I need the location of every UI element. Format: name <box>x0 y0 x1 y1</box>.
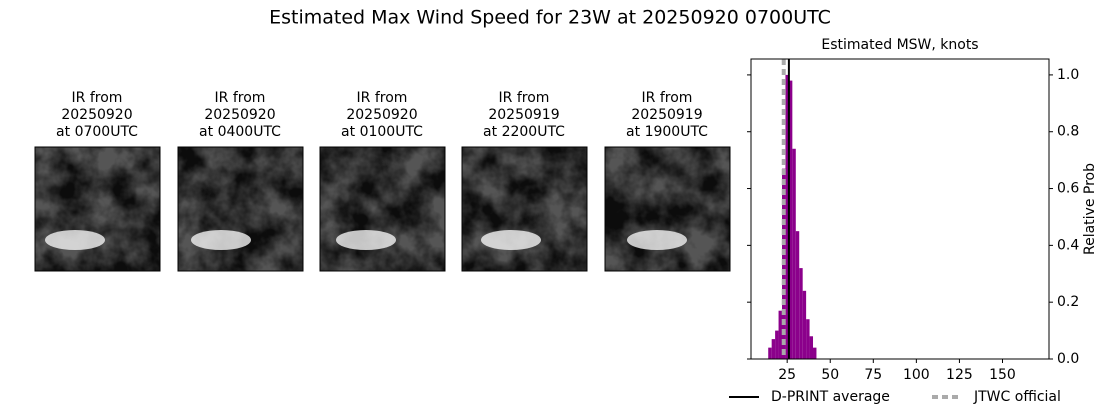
bar <box>785 74 789 359</box>
y-tick-label: 0.0 <box>1057 351 1079 367</box>
panel-caption: IR from <box>357 90 408 106</box>
panel-caption: at 1900UTC <box>626 124 708 140</box>
bar <box>806 319 810 359</box>
ir-frame <box>604 146 731 272</box>
y-tick-label: 0.4 <box>1057 237 1079 253</box>
bar <box>792 148 796 359</box>
panel-caption: 20250920 <box>346 107 417 123</box>
y-tick-label: 0.6 <box>1057 181 1079 197</box>
ir-clouds <box>35 147 160 271</box>
panel-caption: 20250919 <box>631 107 702 123</box>
ir-frame <box>319 146 446 272</box>
ir-clouds <box>462 147 587 271</box>
y-tick-label: 0.8 <box>1057 124 1079 140</box>
ir-image <box>35 147 160 271</box>
ir-frame <box>34 146 161 272</box>
ir-image <box>320 147 445 271</box>
x-tick-label: 25 <box>778 367 796 383</box>
plot-frame <box>750 58 1050 360</box>
ir-frame <box>461 146 588 272</box>
cloud-band <box>191 230 251 250</box>
panel-caption: 20250920 <box>204 107 275 123</box>
y-tick-label: 1.0 <box>1057 67 1079 83</box>
bar <box>768 347 772 359</box>
cloud-band <box>336 230 396 250</box>
panel-caption: at 0100UTC <box>341 124 423 140</box>
bar <box>802 290 807 359</box>
bar <box>778 310 783 359</box>
bar <box>775 330 779 359</box>
legend-label: D-PRINT average <box>771 389 890 405</box>
ir-image <box>178 147 303 271</box>
panel-caption: IR from <box>215 90 266 106</box>
panel-caption: 20250920 <box>61 107 132 123</box>
panel-caption: at 2200UTC <box>483 124 565 140</box>
x-tick-label: 75 <box>864 367 882 383</box>
x-tick-label: 125 <box>946 367 973 383</box>
panel-caption: IR from <box>72 90 123 106</box>
ir-clouds <box>178 147 303 271</box>
x-tick-label: 150 <box>989 367 1016 383</box>
panel-caption: at 0400UTC <box>199 124 281 140</box>
bar <box>788 80 793 359</box>
panel-caption: 20250919 <box>488 107 559 123</box>
ir-image <box>605 147 730 271</box>
y-tick-label: 0.2 <box>1057 294 1079 310</box>
panel-caption: IR from <box>499 90 550 106</box>
ir-clouds <box>605 147 730 271</box>
bar <box>813 347 817 359</box>
bar <box>771 339 776 359</box>
bar <box>799 268 803 359</box>
ir-frame <box>177 146 304 272</box>
ir-clouds <box>320 147 445 271</box>
figure-title: Estimated Max Wind Speed for 23W at 2025… <box>269 7 831 29</box>
x-tick-label: 100 <box>903 367 930 383</box>
panel-caption: at 0700UTC <box>56 124 138 140</box>
cloud-band <box>481 230 541 250</box>
cloud-band <box>45 230 105 250</box>
panel-caption: IR from <box>642 90 693 106</box>
cloud-band <box>627 230 687 250</box>
ir-image <box>462 147 587 271</box>
x-tick-label: 50 <box>821 367 839 383</box>
chart-title: Estimated MSW, knots <box>821 37 978 53</box>
bar <box>795 231 800 359</box>
legend-label: JTWC official <box>973 389 1061 405</box>
y-axis-label: Relative Prob <box>1082 163 1098 255</box>
bar <box>809 336 814 359</box>
